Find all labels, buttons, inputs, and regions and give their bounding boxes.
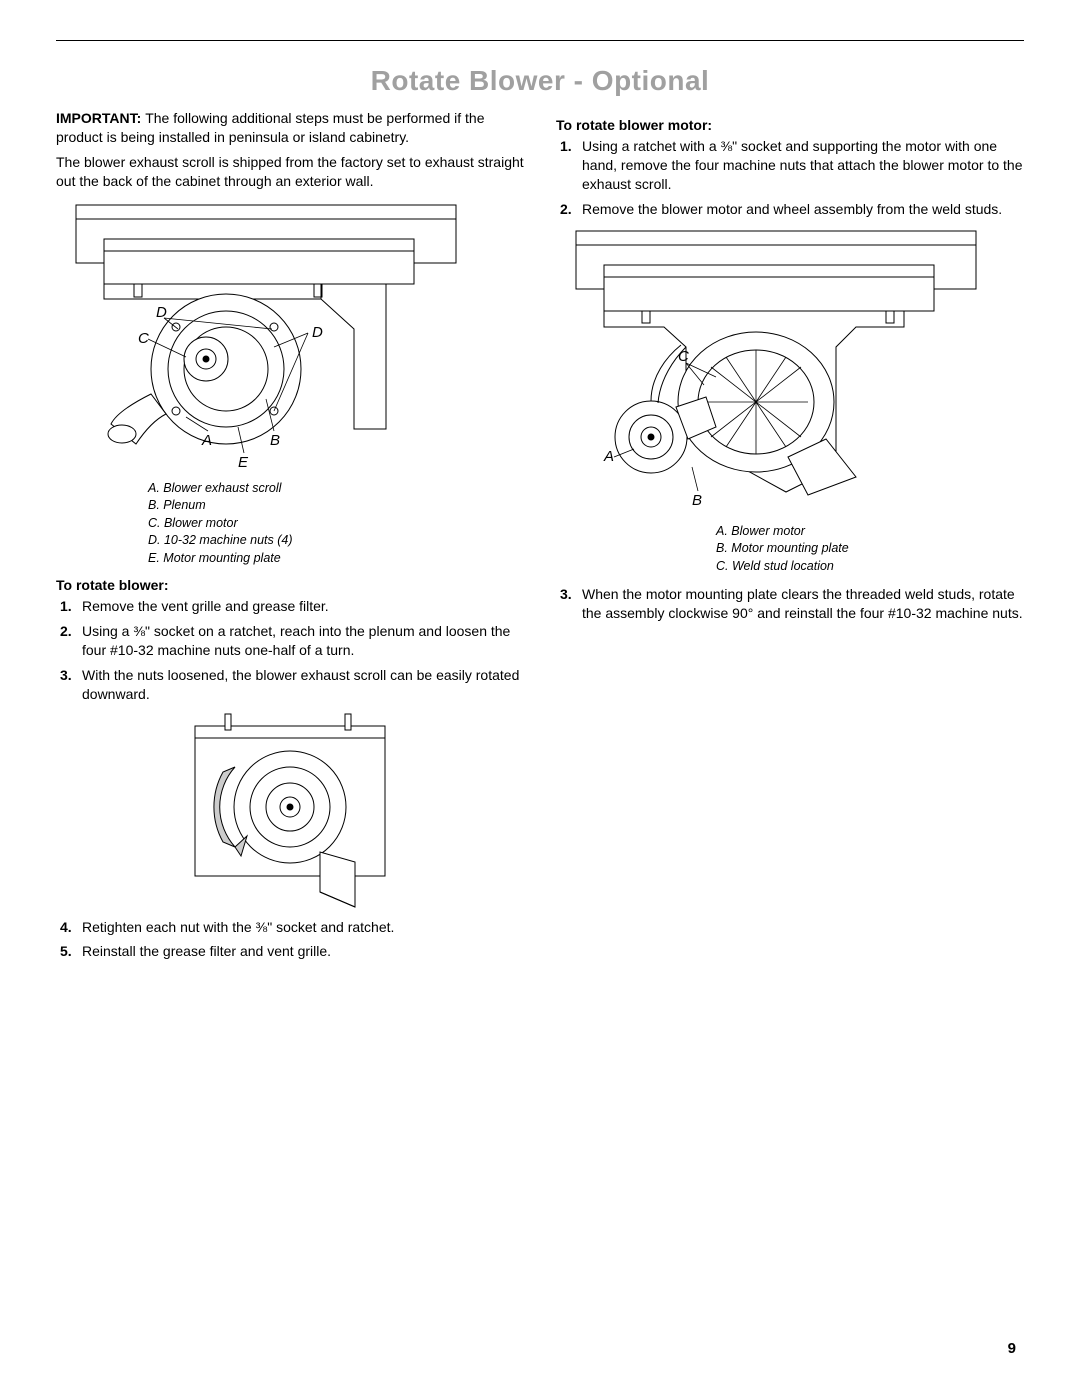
legend-1: A. Blower exhaust scroll B. Plenum C. Bl… <box>56 480 524 568</box>
page-number: 9 <box>1008 1340 1016 1357</box>
fig1-label-D1: D <box>156 304 167 321</box>
sub-rotate-motor: To rotate blower motor: <box>556 117 1024 133</box>
top-rule <box>56 40 1024 41</box>
left-column: IMPORTANT: The following additional step… <box>56 109 524 967</box>
fig1-label-B: B <box>270 432 280 449</box>
step-r2: Remove the blower motor and wheel assemb… <box>556 200 1024 219</box>
fig1-label-E: E <box>238 454 249 471</box>
step-l2: Using a ⅜" socket on a ratchet, reach in… <box>56 622 524 660</box>
step-l3: With the nuts loosened, the blower exhau… <box>56 666 524 704</box>
legend1-d: D. 10-32 machine nuts (4) <box>148 532 524 550</box>
lead-para: The blower exhaust scroll is shipped fro… <box>56 153 524 191</box>
legend-2: A. Blower motor B. Motor mounting plate … <box>556 523 1024 576</box>
legend2-c: C. Weld stud location <box>716 558 1024 576</box>
fig1-label-C: C <box>138 330 149 347</box>
figure-1: D C D A B E <box>56 199 524 474</box>
legend1-a: A. Blower exhaust scroll <box>148 480 524 498</box>
step-l1: Remove the vent grille and grease filter… <box>56 597 524 616</box>
important-para: IMPORTANT: The following additional step… <box>56 109 524 147</box>
legend1-e: E. Motor mounting plate <box>148 550 524 568</box>
figure-2 <box>56 712 524 912</box>
page: Rotate Blower - Optional IMPORTANT: The … <box>0 0 1080 1007</box>
step-r1: Using a ratchet with a ⅜" socket and sup… <box>556 137 1024 194</box>
steps-left-a: Remove the vent grille and grease filter… <box>56 597 524 703</box>
legend2-b: B. Motor mounting plate <box>716 540 1024 558</box>
step-r3: When the motor mounting plate clears the… <box>556 585 1024 623</box>
important-label: IMPORTANT: <box>56 110 145 126</box>
legend1-b: B. Plenum <box>148 497 524 515</box>
fig3-label-B: B <box>692 492 702 509</box>
right-column: To rotate blower motor: Using a ratchet … <box>556 109 1024 967</box>
sub-rotate-blower: To rotate blower: <box>56 577 524 593</box>
page-title: Rotate Blower - Optional <box>56 65 1024 97</box>
steps-right-a: Using a ratchet with a ⅜" socket and sup… <box>556 137 1024 219</box>
fig1-label-A: A <box>201 432 212 449</box>
steps-left-b: Retighten each nut with the ⅜" socket an… <box>56 918 524 962</box>
steps-right-b: When the motor mounting plate clears the… <box>556 585 1024 623</box>
step-l4: Retighten each nut with the ⅜" socket an… <box>56 918 524 937</box>
legend1-c: C. Blower motor <box>148 515 524 533</box>
step-l5: Reinstall the grease filter and vent gri… <box>56 942 524 961</box>
figure-3: A C B <box>556 227 1024 517</box>
fig3-label-C: C <box>678 348 689 365</box>
fig3-label-A: A <box>603 448 614 465</box>
columns: IMPORTANT: The following additional step… <box>56 109 1024 967</box>
legend2-a: A. Blower motor <box>716 523 1024 541</box>
fig1-label-D2: D <box>312 324 323 341</box>
